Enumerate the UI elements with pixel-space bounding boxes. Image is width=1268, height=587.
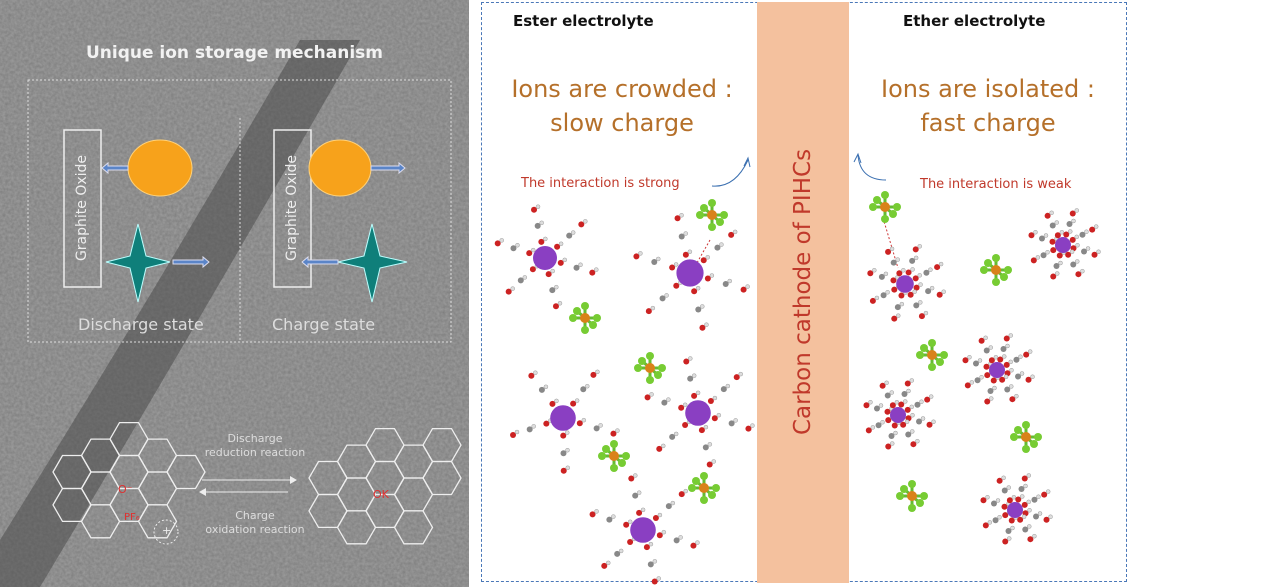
ester-header: Ester electrolyte <box>513 12 654 30</box>
left-title: Unique ion storage mechanism <box>85 43 384 63</box>
solvated-potassium-ion <box>589 473 700 585</box>
hexagon-cell <box>166 454 206 490</box>
pf6-anion <box>634 352 666 384</box>
ether-header: Ether electrolyte <box>903 12 1046 30</box>
potassium-ion-icon <box>890 407 906 423</box>
ether-title-line: fast charge <box>920 109 1056 137</box>
potassium-ion-icon <box>676 259 704 287</box>
oxygen-anion-label: O⁻ <box>118 483 133 496</box>
ester-interaction-note: The interaction is strong <box>521 176 680 191</box>
oxidation-text: oxidation reaction <box>205 523 305 536</box>
potassium-ion-icon <box>533 246 557 270</box>
hexagon-cell <box>137 504 178 539</box>
charge-reaction-label: Charge oxidation reaction <box>190 509 320 537</box>
solvated-potassium-ion <box>863 378 936 450</box>
charge-text: Charge <box>235 509 275 522</box>
potassium-ion-icon <box>630 517 656 543</box>
discharge-text: Discharge <box>227 432 283 445</box>
pf6-anion <box>916 339 948 371</box>
pf6-anion <box>688 472 720 504</box>
solvated-potassium-ion <box>644 356 755 468</box>
lattice-fringe-band <box>0 40 360 587</box>
potassium-ion-icon <box>685 400 711 426</box>
pf6-anion <box>869 191 901 223</box>
pf6-label: PF₆ <box>124 512 140 523</box>
charge-state-label: Charge state <box>272 315 376 334</box>
pf6-anion <box>1010 421 1042 453</box>
discharge-reaction-label: Discharge reduction reaction <box>190 432 320 460</box>
potassium-ion-icon <box>896 275 914 293</box>
solvated-potassium-ion <box>494 204 599 310</box>
hole-circle-icon <box>153 519 179 545</box>
pf6-anion <box>696 199 728 231</box>
solvated-potassium-ion <box>1028 208 1101 280</box>
tem-background-panel <box>0 0 469 587</box>
ether-title-line: Ions are isolated : <box>881 75 1095 103</box>
graphene-hexagon-lattice <box>308 427 462 545</box>
discharge-state-label: Discharge state <box>78 315 204 334</box>
arrow-left-icon <box>101 161 129 175</box>
mechanism-box <box>27 79 452 343</box>
potassium-ion-icon <box>1007 502 1023 518</box>
reduction-text: reduction reaction <box>204 446 306 459</box>
solvated-potassium-ion <box>980 473 1053 545</box>
arrow-right-icon <box>172 255 210 269</box>
hexagon-cell <box>422 460 462 496</box>
potassium-ion-icon <box>989 362 1005 378</box>
pf6-anion <box>980 254 1012 286</box>
ester-title: Ions are crowded : slow charge <box>492 72 752 140</box>
arrow-left-icon <box>301 255 339 269</box>
anion-star-icon <box>105 223 171 303</box>
plus-sign: + <box>162 524 172 537</box>
graphite-box-discharge <box>63 129 102 288</box>
pf6-anion <box>569 302 601 334</box>
ether-title: Ions are isolated : fast charge <box>858 72 1118 140</box>
ok-label: OK <box>373 488 389 501</box>
ester-title-line: slow charge <box>550 109 694 137</box>
solvated-potassium-ion <box>510 369 620 474</box>
left-diagram <box>0 0 469 587</box>
hexagon-cell <box>393 510 434 545</box>
arrow-right-icon <box>370 161 406 175</box>
curved-arrow-icon <box>711 159 749 187</box>
ester-title-line: Ions are crowded : <box>511 75 733 103</box>
solvated-potassium-ion <box>867 244 946 322</box>
solvated-potassium-ion <box>962 333 1035 405</box>
pf6-anion <box>598 440 630 472</box>
graphite-box-charge <box>273 129 312 288</box>
potassium-ion-icon <box>1055 237 1071 253</box>
graphene-hexagon-lattice <box>52 421 206 539</box>
ether-interaction-note: The interaction is weak <box>920 177 1072 192</box>
pf6-anion <box>896 480 928 512</box>
curved-arrow-icon <box>857 154 887 181</box>
potassium-ion-icon <box>550 405 576 431</box>
solvated-potassium-ion <box>633 213 750 331</box>
carbon-cathode-bar <box>757 2 849 583</box>
anion-star-icon <box>337 223 408 303</box>
